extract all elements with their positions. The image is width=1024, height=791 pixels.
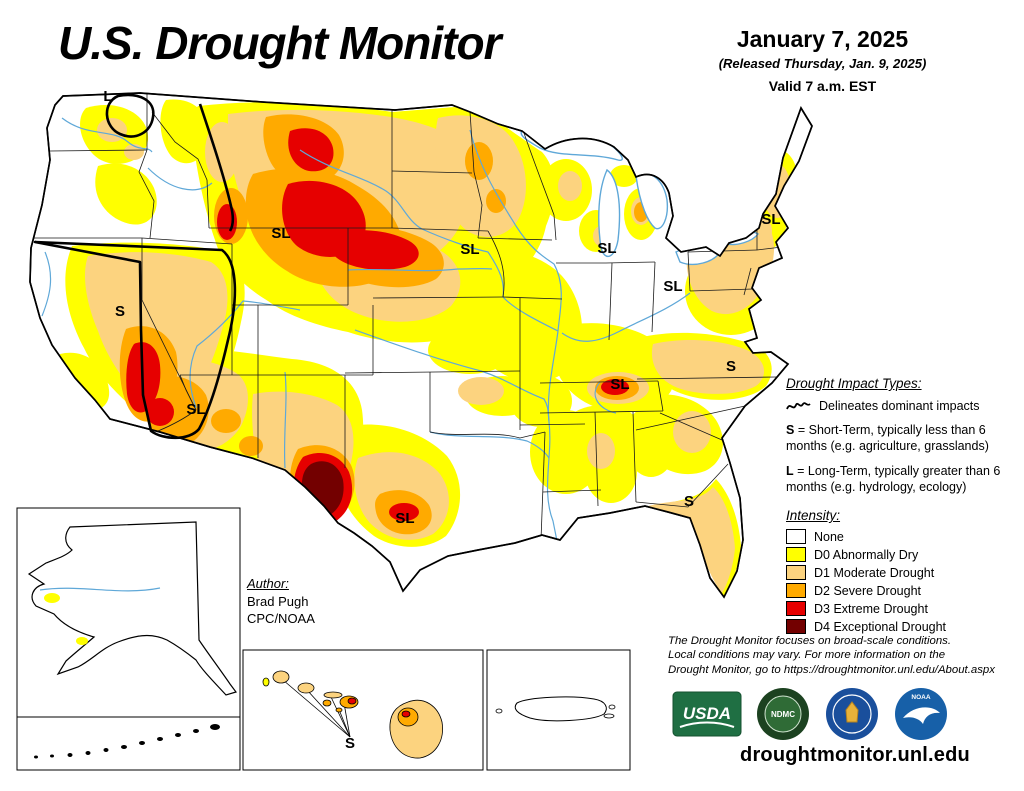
svg-text:NOAA: NOAA <box>911 694 930 701</box>
logos-row: USDA NDMC NOAA <box>672 686 949 742</box>
long-term-definition: L = Long-Term, typically greater than 6 … <box>786 464 1001 494</box>
state-borders <box>30 93 783 541</box>
site-url: droughtmonitor.unl.edu <box>740 744 970 766</box>
swatch-d2 <box>786 583 806 598</box>
map-label-fl: S <box>684 493 694 510</box>
alaska-inset <box>16 507 241 771</box>
delineates-label: Delineates dominant impacts <box>819 399 980 413</box>
intensity-heading: Intensity: <box>786 508 841 523</box>
map-label-wy-mt: SL <box>271 225 290 242</box>
legend-row-d2: D2 Severe Drought <box>786 583 1022 598</box>
hawaii-islands <box>262 670 443 759</box>
map-label-wa: L <box>103 88 112 105</box>
impact-types-heading: Drought Impact Types: <box>786 376 922 391</box>
map-label-oh-pa: SL <box>663 278 682 295</box>
delineates-row: Delineates dominant impacts <box>786 399 1022 413</box>
impact-labels: L SL SL SL SL SL S SL SL SL S S <box>103 88 780 527</box>
map-label-az: SL <box>186 401 205 418</box>
map-label-tn: SL <box>610 376 629 393</box>
noaa-logo: NOAA <box>895 688 947 740</box>
map-date: January 7, 2025 <box>736 26 909 52</box>
author-heading: Author: <box>247 576 289 591</box>
map-label-va-nc: S <box>726 358 736 375</box>
ndmc-logo: NDMC <box>757 688 809 740</box>
disclaimer: The Drought Monitor focuses on broad-sca… <box>668 635 995 676</box>
author-org: CPC/NOAA <box>247 611 315 627</box>
swatch-d0 <box>786 547 806 562</box>
author-block: Author: Brad Pugh CPC/NOAA <box>247 575 315 628</box>
hawaii-inset: S <box>242 649 484 771</box>
usda-logo: USDA <box>672 691 742 737</box>
svg-text:USDA: USDA <box>683 704 731 723</box>
puerto-rico-inset <box>486 649 631 771</box>
map-label-hi: S <box>345 735 355 752</box>
map-label-new-england: SL <box>761 211 780 228</box>
legend-row-d3: D3 Extreme Drought <box>786 601 1022 616</box>
swatch-d4 <box>786 619 806 634</box>
commerce-logo <box>826 688 878 740</box>
release-date: (Released Thursday, Jan. 9, 2025) <box>718 56 927 71</box>
conus: L SL SL SL SL SL S SL SL SL S S <box>29 88 813 598</box>
swatch-none <box>786 529 806 544</box>
intensity-legend: None D0 Abnormally Dry D1 Moderate Droug… <box>786 529 1022 634</box>
legend-row-none: None <box>786 529 1022 544</box>
swatch-d1 <box>786 565 806 580</box>
impact-line-icon <box>786 401 811 409</box>
author-name: Brad Pugh <box>247 593 309 609</box>
date-block: January 7, 2025 (Released Thursday, Jan.… <box>700 26 945 94</box>
short-term-definition: S = Short-Term, typically less than 6 mo… <box>786 423 989 453</box>
hawaii-pointer-lines <box>282 679 351 738</box>
page-title: U.S. Drought Monitor <box>58 17 501 69</box>
valid-time: Valid 7 a.m. EST <box>768 78 877 94</box>
legend-row-d1: D1 Moderate Drought <box>786 565 1022 580</box>
map-label-nv: S <box>115 303 125 320</box>
map-label-upper-midwest: SL <box>597 240 616 257</box>
svg-text:NDMC: NDMC <box>771 710 795 719</box>
aleutian-islands <box>34 724 220 759</box>
legend-row-d4: D4 Exceptional Drought <box>786 619 1022 634</box>
legend-row-d0: D0 Abnormally Dry <box>786 547 1022 562</box>
map-label-tx: SL <box>395 510 414 527</box>
legend-panel: Drought Impact Types: Delineates dominan… <box>786 376 1022 634</box>
map-label-plains: SL <box>460 241 479 258</box>
impact-outlines <box>33 93 237 440</box>
swatch-d3 <box>786 601 806 616</box>
